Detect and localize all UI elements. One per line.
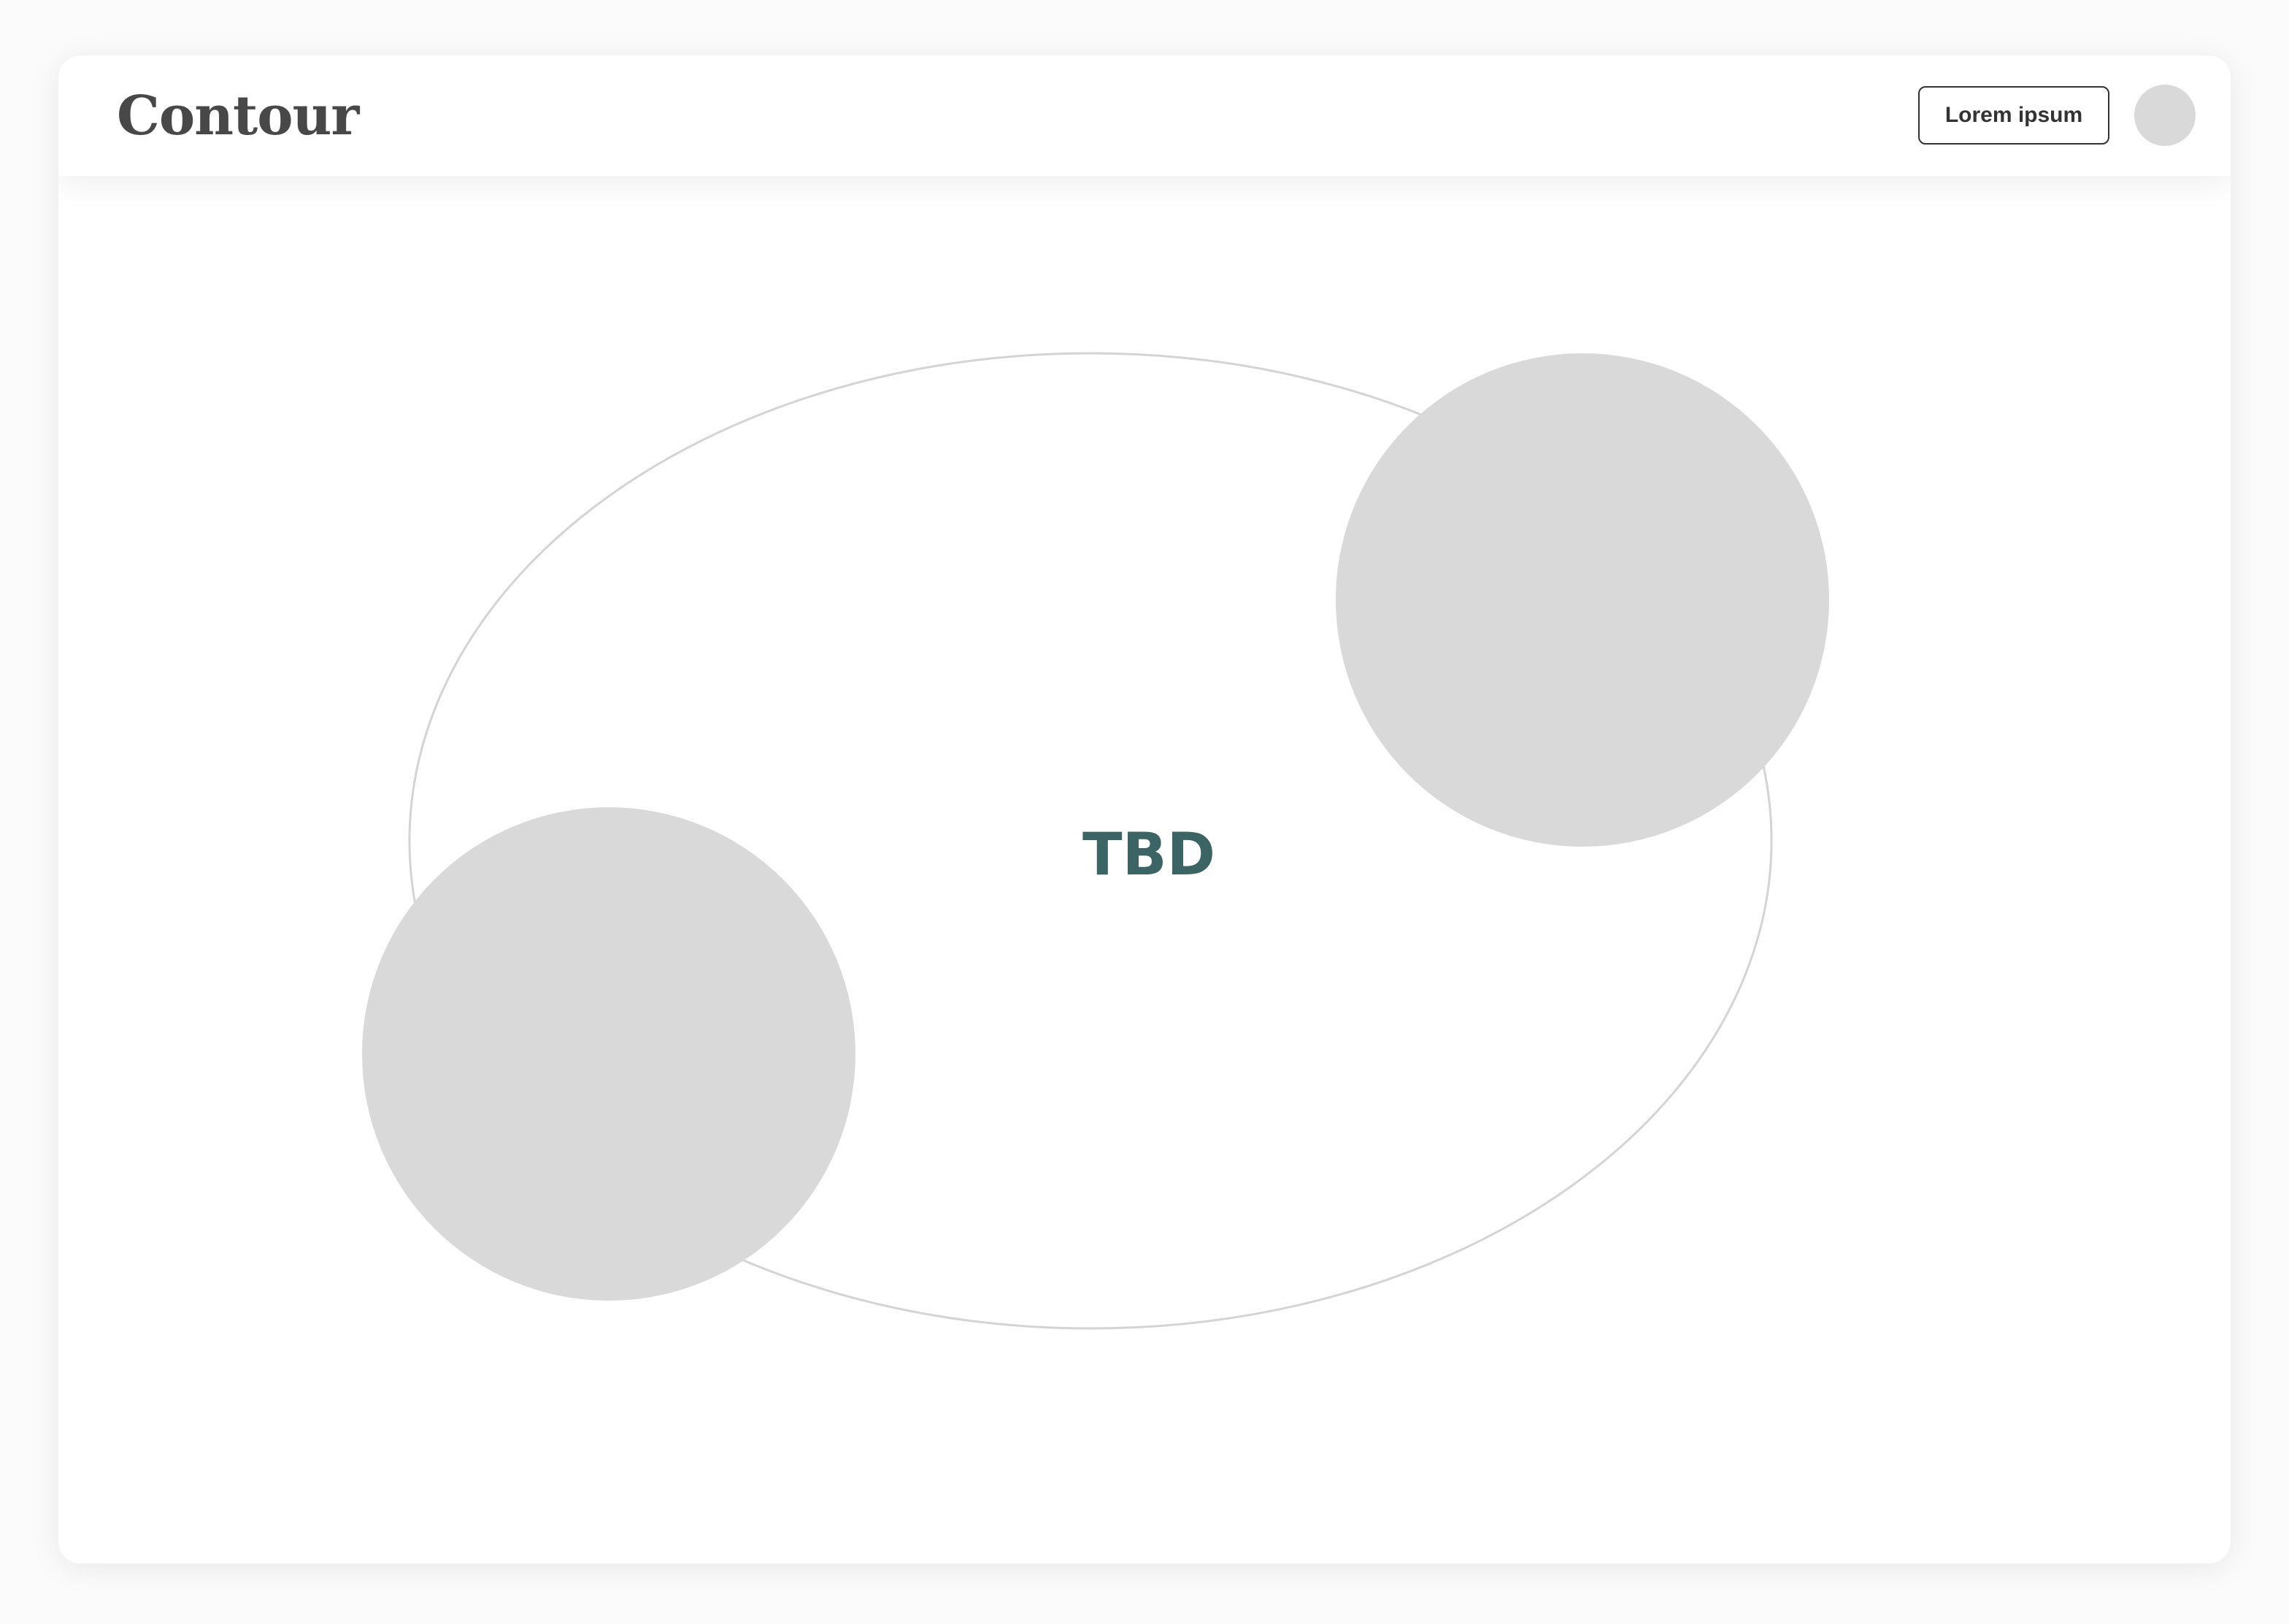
placeholder-circle-bottom-left [362,807,855,1301]
app-logo[interactable]: Contour [117,85,359,147]
diagram-canvas: TBD [58,55,2231,1563]
placeholder-circle-top-right [1336,353,1829,847]
top-header: Contour Lorem ipsum [58,55,2231,176]
orbit-ellipse [408,352,1773,1330]
header-action-button[interactable]: Lorem ipsum [1918,86,2109,145]
center-label: TBD [1082,820,1215,888]
user-avatar[interactable] [2134,85,2196,146]
diagram-svg [362,352,1829,1330]
app-window: Contour Lorem ipsum TBD [58,55,2231,1563]
